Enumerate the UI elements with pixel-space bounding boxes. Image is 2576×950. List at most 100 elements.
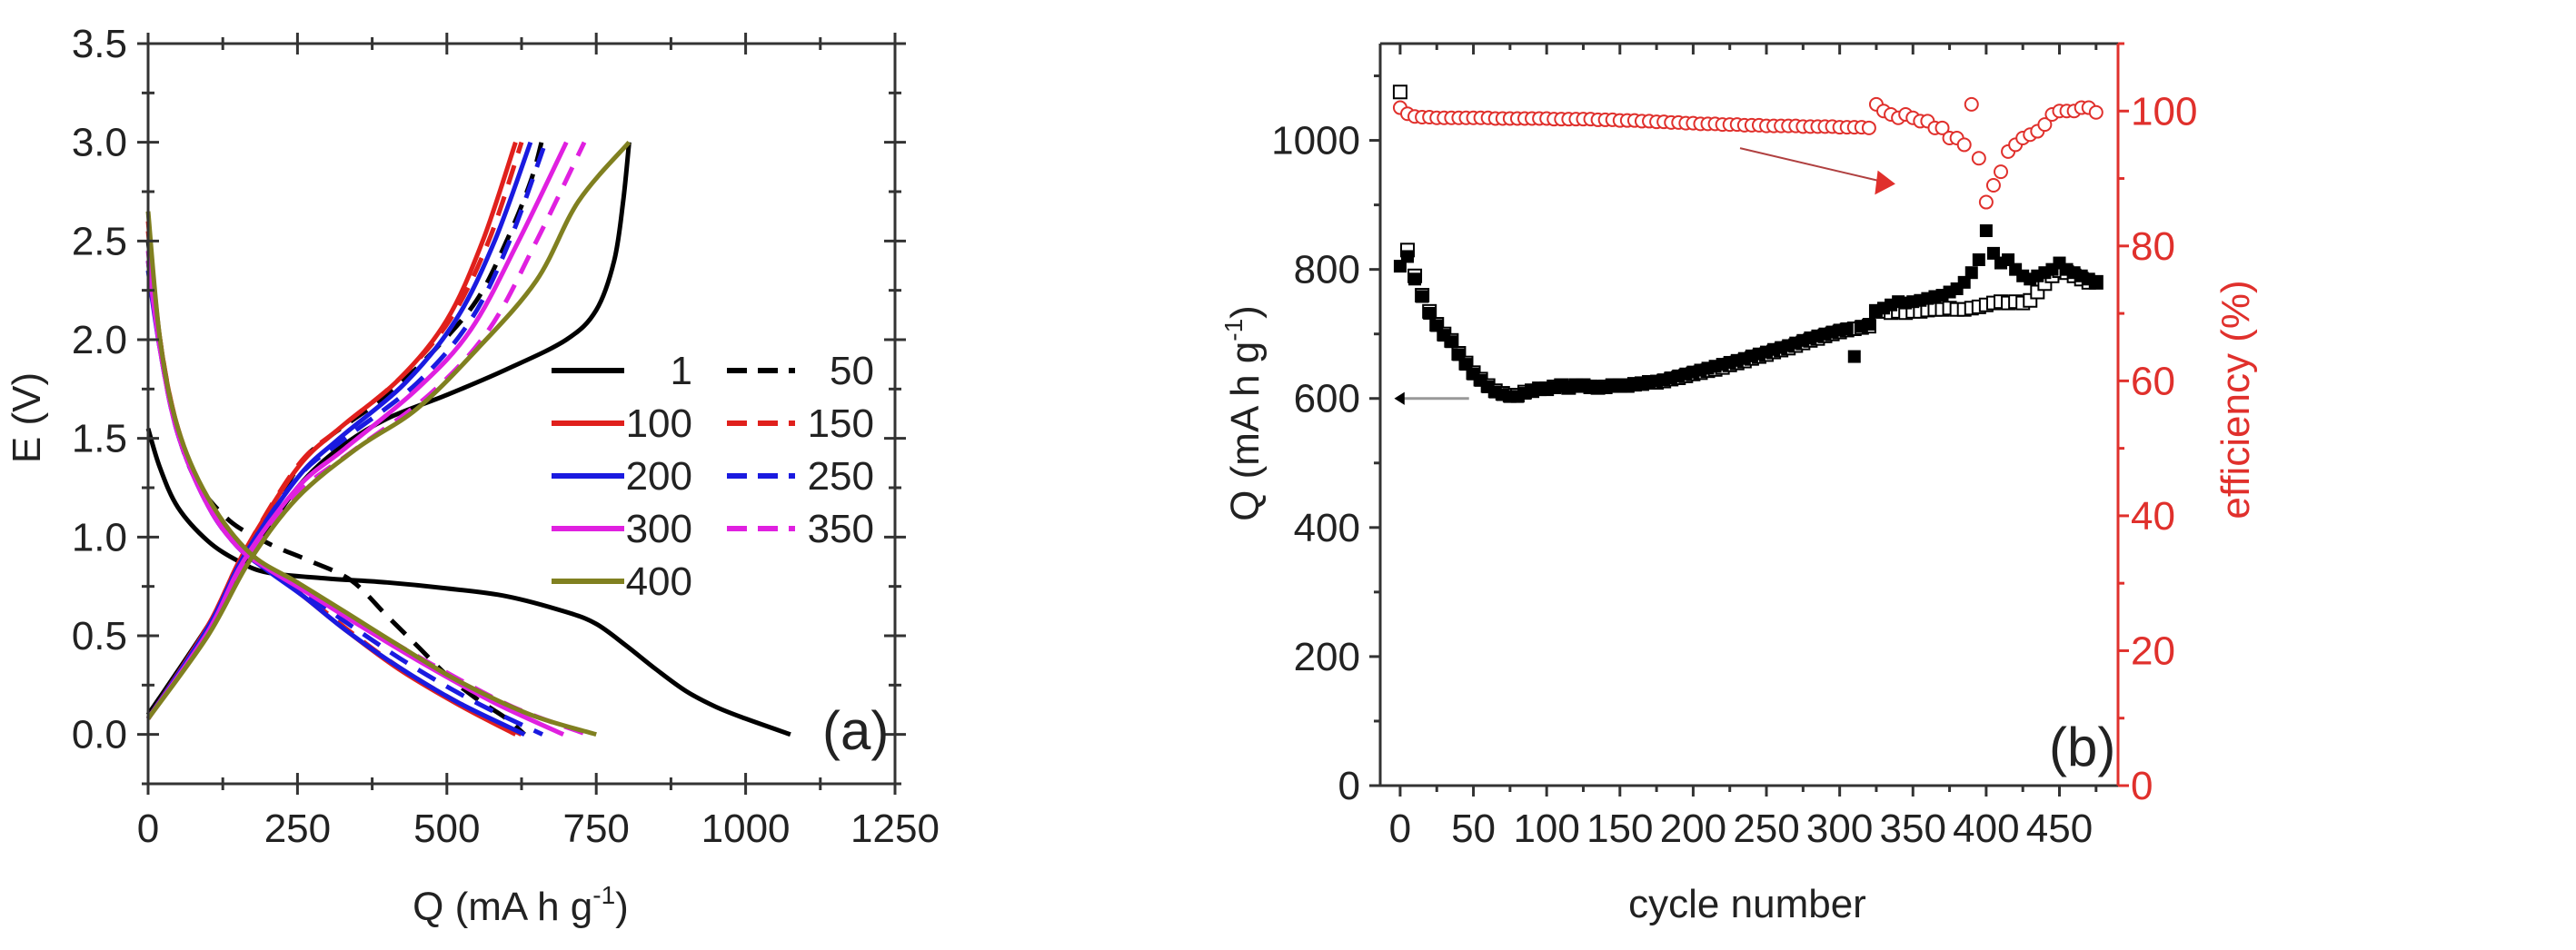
legend-label-150: 150 bbox=[808, 401, 874, 446]
y-tick-label: 1.0 bbox=[72, 515, 127, 559]
discharge-capacity-point bbox=[2002, 252, 2015, 266]
y2-tick-label: 60 bbox=[2131, 359, 2175, 403]
y2-tick-label: 80 bbox=[2131, 224, 2175, 269]
y-tick-label: 400 bbox=[1294, 506, 1360, 550]
cycling-data-points bbox=[1392, 84, 2104, 403]
discharge-capacity-point bbox=[1964, 266, 1978, 280]
efficiency-axis-arrow-line bbox=[1739, 147, 1882, 183]
curve-cycle-350-discharge bbox=[145, 250, 589, 737]
y-tick-label: 2.5 bbox=[72, 219, 127, 263]
discharge-capacity-point bbox=[1400, 250, 1414, 263]
discharge-capacity-point bbox=[1847, 350, 1861, 363]
panel-a-voltage-profiles: 0 250 500 750 1000 12500.00.51.01.52.02.53.03… bbox=[5, 22, 940, 929]
efficiency-point bbox=[1985, 177, 2001, 193]
legend-label-300: 300 bbox=[626, 507, 692, 551]
discharge-capacity-point bbox=[1408, 272, 1422, 286]
y2-tick-label: 100 bbox=[2131, 89, 2197, 134]
discharge-capacity-point bbox=[1393, 260, 1407, 273]
y-tick-label: 1.5 bbox=[72, 417, 127, 461]
discharge-capacity-point bbox=[1840, 322, 1854, 336]
x-tick-label: 100 bbox=[1513, 807, 1579, 851]
charge-discharge-curves bbox=[145, 137, 791, 737]
charge-capacity-point bbox=[1392, 84, 1407, 100]
x-tick-label: 1000 bbox=[701, 807, 791, 851]
legend: 1 100 200 300 400 50 150 250 350 bbox=[552, 349, 874, 604]
axis-ticks: 0 50 100 150 200 250 300 350 400 4500200400600800… bbox=[1271, 42, 2197, 851]
curve-cycle-250-charge bbox=[145, 141, 548, 720]
x-tick-label: 500 bbox=[413, 807, 480, 851]
x-tick-label: 400 bbox=[1953, 807, 2019, 851]
discharge-capacity-point bbox=[1430, 319, 1444, 332]
y2-tick-label: 40 bbox=[2131, 494, 2175, 539]
panel-label-b: (b) bbox=[2049, 717, 2115, 777]
capacity-axis-arrow-head bbox=[1394, 391, 1405, 405]
discharge-capacity-point bbox=[1416, 290, 1429, 303]
panel-b-cycling: 0 50 100 150 200 250 300 350 400 4500200400600800… bbox=[1219, 42, 2258, 926]
legend-label-250: 250 bbox=[808, 454, 874, 499]
efficiency-point bbox=[1994, 164, 2009, 180]
y-tick-label: 0 bbox=[1338, 764, 1360, 808]
legend-label-50: 50 bbox=[830, 349, 874, 393]
x-tick-label: 750 bbox=[562, 807, 629, 851]
y-tick-label: 0.0 bbox=[72, 713, 127, 757]
axis-indicator-arrows bbox=[1394, 147, 1895, 405]
x-tick-label: 300 bbox=[1806, 807, 1873, 851]
y-tick-label: 3.5 bbox=[72, 22, 127, 66]
x-tick-label: 0 bbox=[1389, 807, 1411, 851]
discharge-capacity-point bbox=[1972, 252, 1985, 266]
efficiency-point bbox=[1934, 120, 1950, 135]
discharge-capacity-point bbox=[1445, 335, 1458, 349]
y-axis-label: Q (mA h g-1) bbox=[1219, 305, 1268, 521]
plot-frame bbox=[146, 42, 897, 786]
discharge-capacity-point bbox=[1862, 318, 1875, 332]
legend-label-200: 200 bbox=[626, 454, 692, 499]
discharge-capacity-point bbox=[1979, 224, 1993, 238]
x-tick-label: 1250 bbox=[850, 807, 940, 851]
x-axis-label: cycle number bbox=[1628, 882, 1866, 926]
efficiency-point bbox=[1956, 137, 1972, 153]
curve-cycle-150-charge bbox=[145, 141, 524, 720]
y2-tick-label: 20 bbox=[2131, 628, 2175, 673]
panel-label-a: (a) bbox=[822, 700, 889, 761]
y-tick-label: 0.5 bbox=[72, 614, 127, 658]
y-tick-label: 1000 bbox=[1271, 119, 1360, 163]
curve-cycle-300-charge bbox=[145, 141, 569, 720]
x-tick-label: 200 bbox=[1660, 807, 1726, 851]
x-tick-label: 450 bbox=[2026, 807, 2093, 851]
y-tick-label: 3.0 bbox=[72, 121, 127, 165]
discharge-capacity-point bbox=[2089, 275, 2103, 289]
legend-label-1: 1 bbox=[671, 349, 692, 393]
curve-cycle-1-discharge bbox=[145, 428, 791, 737]
y-tick-label: 200 bbox=[1294, 635, 1360, 679]
x-tick-label: 50 bbox=[1451, 807, 1496, 851]
x-tick-label: 350 bbox=[1880, 807, 1946, 851]
discharge-capacity-point bbox=[1986, 246, 2000, 260]
legend-label-400: 400 bbox=[626, 559, 692, 604]
curve-cycle-50-discharge bbox=[145, 241, 526, 737]
legend-label-350: 350 bbox=[808, 507, 874, 551]
axis-ticks: 0 250 500 750 1000 12500.00.51.01.52.02.53.03… bbox=[72, 22, 940, 851]
y-tick-label: 2.0 bbox=[72, 318, 127, 362]
x-tick-label: 250 bbox=[264, 807, 331, 851]
y2-tick-label: 0 bbox=[2131, 764, 2153, 808]
curve-cycle-400-charge bbox=[145, 141, 632, 720]
y-tick-label: 800 bbox=[1294, 248, 1360, 292]
efficiency-point bbox=[1971, 151, 1986, 166]
discharge-capacity-point bbox=[1957, 275, 1971, 289]
x-axis-label: Q (mA h g-1) bbox=[413, 881, 629, 929]
x-tick-label: 250 bbox=[1733, 807, 1799, 851]
efficiency-point bbox=[1964, 96, 1979, 112]
curve-cycle-400-discharge bbox=[145, 211, 597, 737]
efficiency-axis-arrow-head bbox=[1875, 170, 1895, 195]
efficiency-point bbox=[1978, 194, 1994, 210]
discharge-capacity-point bbox=[1423, 306, 1437, 320]
x-tick-label: 0 bbox=[137, 807, 159, 851]
efficiency-point bbox=[1861, 120, 1876, 135]
efficiency-point bbox=[2088, 104, 2104, 120]
y-axis-label: E (V) bbox=[5, 372, 49, 463]
efficiency-point bbox=[2037, 117, 2053, 133]
discharge-capacity-point bbox=[1452, 348, 1466, 361]
y-tick-label: 600 bbox=[1294, 377, 1360, 421]
y2-axis-label: efficiency (%) bbox=[2213, 280, 2258, 519]
